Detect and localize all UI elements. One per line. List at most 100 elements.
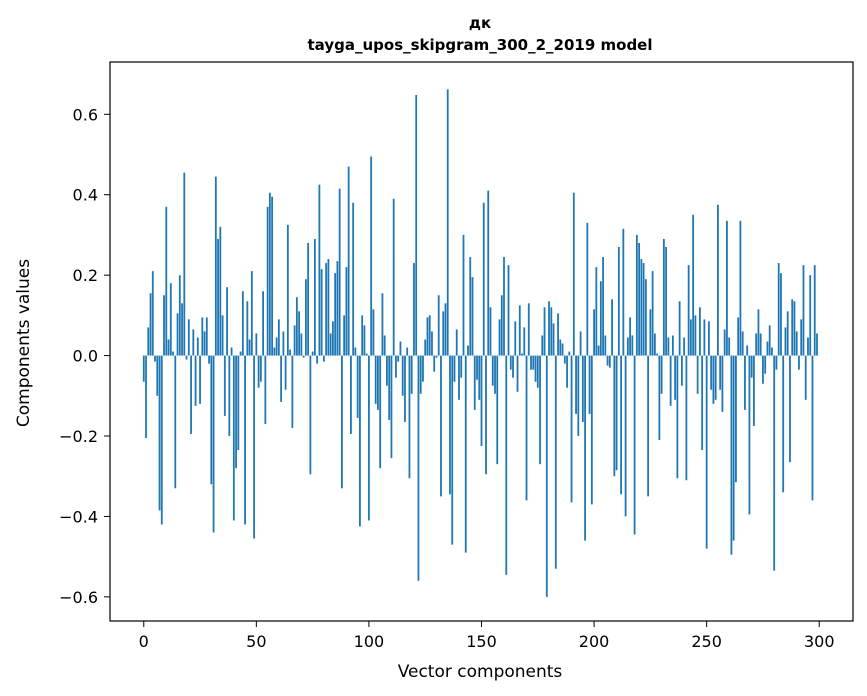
bar xyxy=(190,355,192,434)
bar xyxy=(201,317,204,356)
bar xyxy=(577,355,580,437)
bar xyxy=(789,355,791,463)
bar xyxy=(635,234,638,356)
y-axis: −0.6 −0.4 −0.2 0.0 0.2 0.4 0.6 xyxy=(59,105,110,607)
bar xyxy=(415,94,418,356)
bar xyxy=(142,355,145,382)
bar xyxy=(802,265,805,356)
bar xyxy=(708,321,710,356)
bar xyxy=(248,339,251,356)
bar xyxy=(311,351,314,356)
bar xyxy=(543,307,546,356)
x-axis: 0 50 100 150 200 250 300 xyxy=(139,621,835,651)
bar xyxy=(151,271,154,356)
bar xyxy=(649,309,652,356)
bar xyxy=(728,337,731,356)
bar xyxy=(651,271,654,356)
bar xyxy=(257,355,260,388)
bar xyxy=(428,315,431,356)
bar xyxy=(726,220,728,356)
bar xyxy=(671,335,674,356)
bar xyxy=(433,355,436,372)
bar xyxy=(568,351,571,356)
bar xyxy=(187,319,190,356)
bar xyxy=(791,299,794,356)
bar xyxy=(800,319,803,356)
bar xyxy=(365,353,368,356)
bar xyxy=(392,198,395,356)
bar xyxy=(228,355,231,437)
bar xyxy=(624,355,627,517)
bar xyxy=(354,347,357,356)
y-tick-label: −0.6 xyxy=(59,588,98,607)
bar xyxy=(653,333,656,356)
bar xyxy=(169,283,172,356)
bar xyxy=(280,355,283,402)
bar xyxy=(226,287,228,356)
plot-frame xyxy=(109,61,854,622)
bar xyxy=(741,331,744,356)
bar xyxy=(613,355,616,477)
bar xyxy=(647,355,650,497)
bar xyxy=(498,319,501,356)
bar xyxy=(379,355,382,469)
bar xyxy=(629,317,631,356)
bar xyxy=(626,337,629,356)
bar xyxy=(514,321,517,356)
bar xyxy=(559,339,562,356)
bar xyxy=(545,355,548,597)
bar xyxy=(507,265,510,356)
bar xyxy=(217,238,219,356)
bar xyxy=(521,353,523,356)
bar xyxy=(807,337,809,356)
bar xyxy=(527,303,530,356)
bar xyxy=(584,355,586,541)
bar xyxy=(586,222,589,356)
y-tick-label: 0.6 xyxy=(73,105,98,124)
bar xyxy=(361,315,364,356)
bar xyxy=(696,355,699,394)
bar xyxy=(683,337,686,356)
bar xyxy=(343,315,346,356)
bar xyxy=(275,337,278,356)
bar xyxy=(300,333,303,356)
bar xyxy=(309,355,312,475)
bar xyxy=(460,355,463,378)
bar xyxy=(557,313,559,356)
bar xyxy=(199,355,201,404)
bar xyxy=(329,333,332,356)
bar xyxy=(316,355,319,364)
bar xyxy=(786,311,789,356)
bar xyxy=(406,347,409,356)
bar xyxy=(334,273,337,356)
bar xyxy=(194,355,197,406)
bar xyxy=(678,301,681,356)
bar xyxy=(426,317,429,356)
bar xyxy=(723,329,726,356)
bar xyxy=(667,337,670,356)
bar xyxy=(579,331,582,356)
bar xyxy=(239,351,242,356)
bar xyxy=(604,335,607,356)
bar xyxy=(570,355,573,503)
bar xyxy=(602,257,604,356)
x-tick-label: 300 xyxy=(804,632,835,651)
bar xyxy=(350,355,352,434)
bar xyxy=(674,355,677,400)
bar xyxy=(512,355,514,378)
bar xyxy=(669,355,672,406)
bar xyxy=(491,355,494,386)
bar xyxy=(620,355,622,495)
bar xyxy=(417,355,420,581)
bar xyxy=(473,355,476,410)
bar xyxy=(793,301,796,356)
bar xyxy=(798,355,800,370)
bar xyxy=(208,355,210,364)
bar xyxy=(642,263,645,356)
bar xyxy=(816,333,818,356)
bar xyxy=(489,307,492,356)
bar xyxy=(397,355,400,362)
x-tick-label: 250 xyxy=(691,632,722,651)
bar xyxy=(735,355,737,483)
bar xyxy=(710,355,713,390)
